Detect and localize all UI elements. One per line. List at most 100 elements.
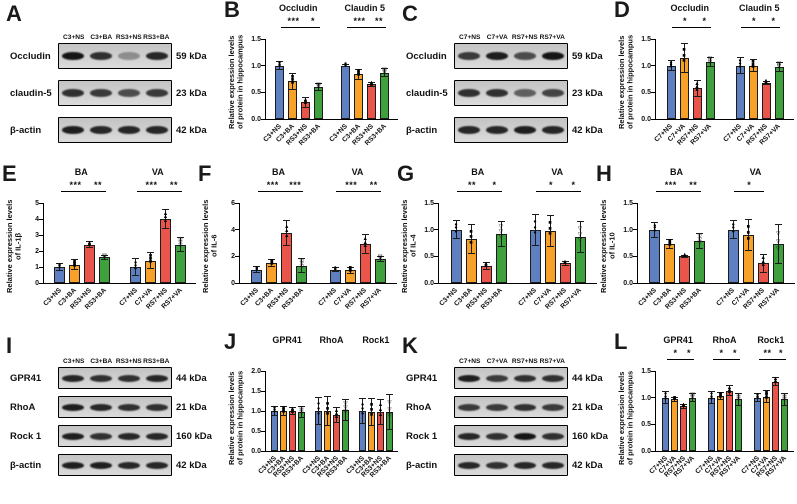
data-point-marker: ▽	[736, 395, 741, 402]
lane	[143, 403, 171, 411]
data-point-marker: ▲	[680, 403, 687, 410]
y-tick-mark	[39, 202, 43, 204]
error-bar	[318, 83, 319, 91]
lane-labels: C3+NS C3+BA RS3+NS RS3+BA	[58, 358, 172, 365]
data-point-marker: ▲	[562, 258, 568, 265]
lane	[59, 461, 87, 469]
data-point-marker: ▲	[86, 239, 93, 246]
error-bar-cap-top	[467, 224, 475, 226]
protein-label: Occludin	[10, 50, 51, 62]
protein-band	[117, 461, 141, 469]
error-bar-cap-bottom	[729, 238, 737, 240]
error-bar-cap-top	[346, 267, 354, 268]
error-bar-cap-bottom	[333, 422, 340, 423]
data-point-marker: ▲	[763, 78, 769, 85]
error-bar	[784, 392, 785, 406]
y-tick-label: 1	[35, 264, 39, 271]
bar-slot: ▲ ▲ ▲	[772, 371, 779, 451]
protein-band	[541, 126, 565, 134]
significance-bracket	[166, 191, 182, 192]
bar-slot: ▲ ▲ ▲	[559, 203, 571, 283]
protein-band	[541, 89, 565, 97]
data-point-marker: ■	[548, 231, 552, 238]
lane-label: C7+VA	[486, 358, 508, 365]
protein-band	[117, 126, 141, 134]
significance-label: **	[93, 180, 103, 190]
error-bar	[349, 267, 351, 274]
protein-band	[145, 126, 169, 134]
x-axis-labels: C3+NS C3+BA RS3+NS RS3+BA C3+NS C3+BA RS3+NS RS…	[262, 120, 398, 162]
data-point-marker: ▲	[289, 407, 296, 414]
lane-label-row: C7+NS C7+VA RS7+NS RS7+VA	[406, 358, 614, 365]
y-axis-label: Relative expression levels of protein in…	[227, 370, 245, 466]
lane-labels: C7+NS C7+VA RS7+NS RS7+VA	[454, 358, 568, 365]
significance-bracket	[136, 191, 167, 192]
error-bar-cap-bottom	[177, 250, 184, 252]
bar-chart: Relative expression levels of protein in…	[226, 2, 398, 162]
data-point-marker: ●	[669, 63, 673, 70]
data-point-marker: ■	[764, 394, 769, 401]
data-point-marker: ▲	[483, 260, 489, 267]
error-bar-cap-bottom	[56, 270, 63, 271]
protein-band	[485, 89, 509, 97]
error-bar	[150, 251, 151, 270]
lane	[455, 52, 483, 60]
error-bar-cap-top	[298, 405, 305, 407]
data-point-marker: ▽	[577, 237, 583, 244]
data-point-marker: ▽	[707, 56, 713, 63]
y-tick-label: 4	[35, 216, 39, 223]
error-bar-cap-top	[531, 213, 539, 215]
y-tick-label: 2.0	[251, 368, 261, 375]
y-tick-mark	[261, 410, 265, 412]
data-point-marker: ■	[751, 59, 755, 66]
error-bar-cap-bottom	[693, 95, 701, 97]
error-bar	[384, 68, 385, 77]
bar-slot: ■ ■ ■	[717, 371, 724, 451]
error-bar-cap-bottom	[268, 266, 276, 267]
significance-bracket	[741, 27, 767, 28]
error-bar-cap-top	[736, 57, 744, 59]
data-point-marker: ▽	[382, 68, 387, 75]
group-title: Rock1	[757, 335, 785, 345]
bar	[671, 399, 678, 451]
data-point-marker: ■	[325, 411, 330, 418]
x-axis-labels: C7+NS C7+VA RS7+NS RS7+VA C7+NS C7+VA RS7+NS RS…	[648, 452, 794, 494]
data-point-marker: ▽	[316, 81, 321, 88]
significance-label: **	[763, 348, 772, 358]
data-point-marker: ■	[682, 47, 686, 54]
error-bar-cap-top	[342, 398, 349, 400]
bar-slot: ● ● ●	[130, 203, 141, 283]
data-point-marker: ▽	[697, 234, 702, 241]
error-bar-cap-top	[147, 251, 154, 253]
data-point-marker: ▲	[726, 388, 733, 395]
bar-slot: ■ ■ ■	[280, 371, 287, 451]
data-point-marker: ▲	[289, 405, 296, 412]
significance-bracket	[487, 191, 502, 192]
error-bar-cap-bottom	[696, 248, 704, 250]
protein-label: β-actin	[406, 124, 438, 136]
data-point-marker: ▽	[382, 67, 387, 74]
y-tick-mark	[261, 450, 265, 452]
data-point-marker: ■	[682, 52, 686, 59]
group-title: BA	[471, 167, 485, 177]
lane	[511, 89, 539, 97]
bar-slot: ▲ ▲ ▲	[160, 203, 171, 283]
protein-band	[457, 52, 481, 60]
data-point-marker: ▲	[362, 239, 368, 246]
error-bar-cap-top	[271, 406, 278, 408]
protein-label: claudin-5	[406, 87, 448, 99]
bar	[314, 87, 323, 119]
bar-slot: ● ● ●	[271, 371, 278, 451]
error-bar-cap-top	[268, 259, 276, 260]
bar-slot: ▽ ▽ ▽	[774, 39, 784, 119]
data-point-marker: ●	[709, 391, 714, 398]
significance-label: *	[702, 16, 707, 26]
data-point-marker: ●	[333, 266, 337, 273]
data-point-marker: ■	[746, 229, 750, 236]
data-point-marker: ▽	[697, 239, 702, 246]
error-bar-cap-bottom	[289, 414, 296, 415]
error-bar-cap-bottom	[546, 245, 554, 247]
bar	[666, 65, 676, 119]
